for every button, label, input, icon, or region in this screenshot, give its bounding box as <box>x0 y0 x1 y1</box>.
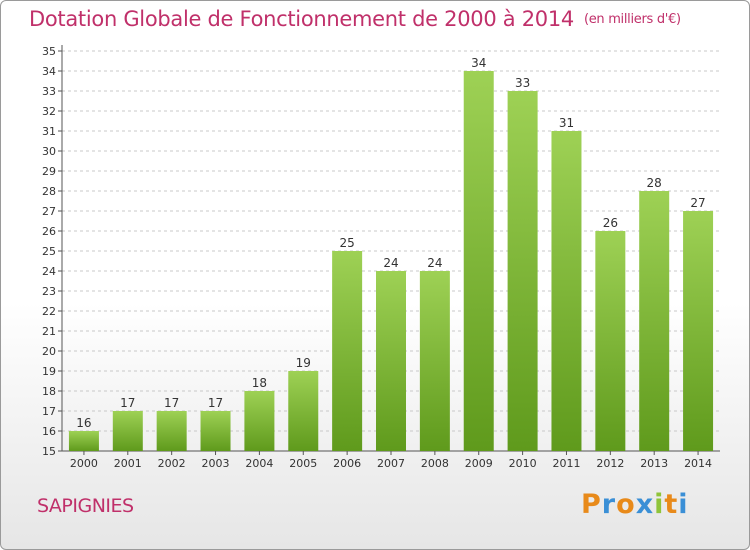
x-tick-label: 2003 <box>202 457 230 470</box>
data-label: 33 <box>515 76 530 90</box>
y-tick-label: 31 <box>42 125 56 138</box>
x-tick-label: 2004 <box>245 457 273 470</box>
logo-letter: i <box>654 489 665 520</box>
y-tick-label: 35 <box>42 45 56 58</box>
bar <box>419 271 450 451</box>
y-tick-label: 19 <box>42 365 56 378</box>
bar <box>376 271 406 451</box>
bar <box>68 431 99 451</box>
y-tick-label: 21 <box>42 325 56 338</box>
y-tick-label: 26 <box>42 225 56 238</box>
y-tick-label: 25 <box>42 245 56 258</box>
data-label: 27 <box>690 196 705 210</box>
data-label: 25 <box>339 236 354 250</box>
title-text: Dotation Globale de Fonctionnement de 20… <box>29 7 574 31</box>
bar <box>551 131 582 451</box>
data-label: 24 <box>383 256 398 270</box>
x-tick-label: 2002 <box>158 457 186 470</box>
bar <box>244 391 275 451</box>
x-tick-label: 2013 <box>640 457 668 470</box>
x-tick-label: 2005 <box>289 457 317 470</box>
bar <box>683 211 714 451</box>
x-tick-label: 2001 <box>114 457 142 470</box>
bar <box>595 231 626 451</box>
y-tick-label: 24 <box>42 265 56 278</box>
data-label: 17 <box>120 396 135 410</box>
proxiti-logo: Proxiti <box>581 489 689 520</box>
data-label: 31 <box>559 116 574 130</box>
data-label: 34 <box>471 56 486 70</box>
x-tick-label: 2010 <box>509 457 537 470</box>
bar <box>639 191 670 451</box>
y-tick-label: 34 <box>42 65 56 78</box>
bars <box>68 71 714 451</box>
y-tick-label: 20 <box>42 345 56 358</box>
y-tick-label: 33 <box>42 85 56 98</box>
axes: 15 16 17 18 19 20 21 22 23 24 25 26 27 28 29 30 31 32 33 34… <box>42 45 720 470</box>
data-label: 17 <box>208 396 223 410</box>
x-tick-label: 2000 <box>70 457 98 470</box>
data-label: 28 <box>647 176 662 190</box>
x-tick-label: 2012 <box>596 457 624 470</box>
y-tick-label: 22 <box>42 305 56 318</box>
y-tick-label: 17 <box>42 405 56 418</box>
x-tick-label: 2014 <box>684 457 712 470</box>
x-tick-label: 2011 <box>552 457 580 470</box>
logo-letter: o <box>616 489 636 520</box>
logo-letter: i <box>678 489 689 520</box>
y-tick-label: 29 <box>42 165 56 178</box>
y-tick-label: 28 <box>42 185 56 198</box>
labels: 16 17 17 17 18 19 25 24 24 34 33 31 26 28 27 <box>76 56 705 430</box>
unit-label: (en milliers d'€) <box>583 12 681 27</box>
logo-letter: x <box>635 489 655 520</box>
logo-letter: r <box>601 489 617 520</box>
data-label: 26 <box>603 216 618 230</box>
x-tick-label: 2007 <box>377 457 405 470</box>
y-tick-label: 15 <box>42 445 56 458</box>
data-label: 17 <box>164 396 179 410</box>
data-label: 16 <box>76 416 91 430</box>
bar <box>156 411 187 451</box>
y-tick-label: 18 <box>42 385 56 398</box>
bar <box>200 411 231 451</box>
data-label: 18 <box>252 376 267 390</box>
bar <box>463 71 494 451</box>
logo-letter: P <box>581 489 602 520</box>
x-tick-label: 2009 <box>465 457 493 470</box>
y-tick-label: 23 <box>42 285 56 298</box>
bar <box>507 91 538 451</box>
x-tick-label: 2006 <box>333 457 361 470</box>
bar <box>332 251 363 451</box>
y-tick-label: 30 <box>42 145 56 158</box>
y-tick-label: 16 <box>42 425 56 438</box>
data-label: 24 <box>427 256 442 270</box>
commune-name: SAPIGNIES <box>37 495 134 517</box>
bar <box>288 371 319 451</box>
data-label: 19 <box>296 356 311 370</box>
chart-title: Dotation Globale de Fonctionnement de 20… <box>29 7 681 31</box>
bar <box>112 411 143 451</box>
y-tick-label: 32 <box>42 105 56 118</box>
y-tick-label: 27 <box>42 205 56 218</box>
x-tick-label: 2008 <box>421 457 449 470</box>
logo-letter: t <box>664 489 679 520</box>
